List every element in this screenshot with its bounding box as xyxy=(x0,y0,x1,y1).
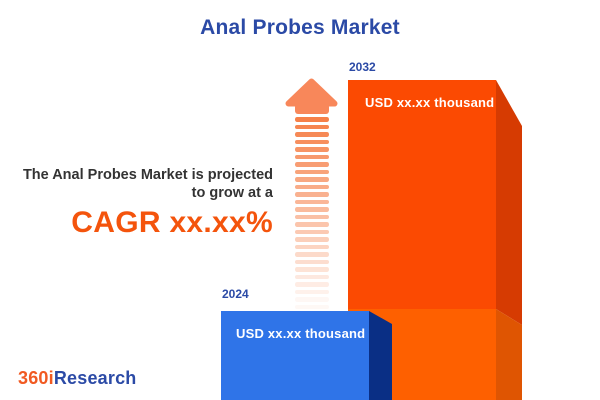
arrow-stripe xyxy=(295,199,329,204)
arrow-stripe xyxy=(295,304,329,309)
arrow-stripe xyxy=(295,139,329,144)
arrow-stripe xyxy=(295,192,329,197)
arrow-stripe xyxy=(295,274,329,279)
arrow-stripe xyxy=(295,154,329,159)
arrow-stripe xyxy=(295,124,329,129)
bar-2024-value-label: USD xx.xx thousand xyxy=(236,326,366,341)
growth-arrow-neck xyxy=(295,104,329,114)
tagline-block: The Anal Probes Market is projected to g… xyxy=(0,166,273,240)
arrow-stripe xyxy=(295,267,329,272)
arrow-stripe xyxy=(295,177,329,182)
bar-2032-side-bevel xyxy=(496,80,522,400)
arrow-stripe xyxy=(295,117,329,122)
arrow-stripe xyxy=(295,282,329,287)
arrow-stripe xyxy=(295,132,329,137)
bar-2024-year-label: 2024 xyxy=(222,287,249,301)
bar-2032-front-upper xyxy=(348,80,496,309)
logo-part-360i: 360i xyxy=(18,368,54,388)
arrow-stripe xyxy=(295,252,329,257)
company-logo: 360iResearch xyxy=(18,368,137,389)
arrow-stripe xyxy=(295,259,329,264)
bar-2032-year-label: 2032 xyxy=(349,60,376,74)
arrow-stripe xyxy=(295,184,329,189)
tagline-line1: The Anal Probes Market is projected xyxy=(22,167,273,183)
arrow-stripe xyxy=(295,229,329,234)
arrow-stripe xyxy=(295,237,329,242)
tagline-line2: to grow at a xyxy=(191,185,273,201)
bar-2032-value-label: USD xx.xx thousand xyxy=(365,95,495,110)
arrow-stripe xyxy=(295,162,329,167)
bar-2024-side-bevel xyxy=(369,311,392,400)
arrow-stripe xyxy=(295,244,329,249)
page-title: Anal Probes Market xyxy=(200,16,400,39)
arrow-stripe xyxy=(295,214,329,219)
arrow-stripe xyxy=(295,169,329,174)
growth-arrow-icon xyxy=(285,78,338,107)
logo-part-research: Research xyxy=(53,368,137,388)
arrow-stripe xyxy=(295,147,329,152)
arrow-stripes xyxy=(295,117,329,312)
cagr-value: CAGR xx.xx% xyxy=(71,206,273,239)
arrow-stripe xyxy=(295,289,329,294)
bar-2024-front xyxy=(221,311,369,400)
arrow-stripe xyxy=(295,222,329,227)
arrow-stripe xyxy=(295,207,329,212)
arrow-stripe xyxy=(295,297,329,302)
